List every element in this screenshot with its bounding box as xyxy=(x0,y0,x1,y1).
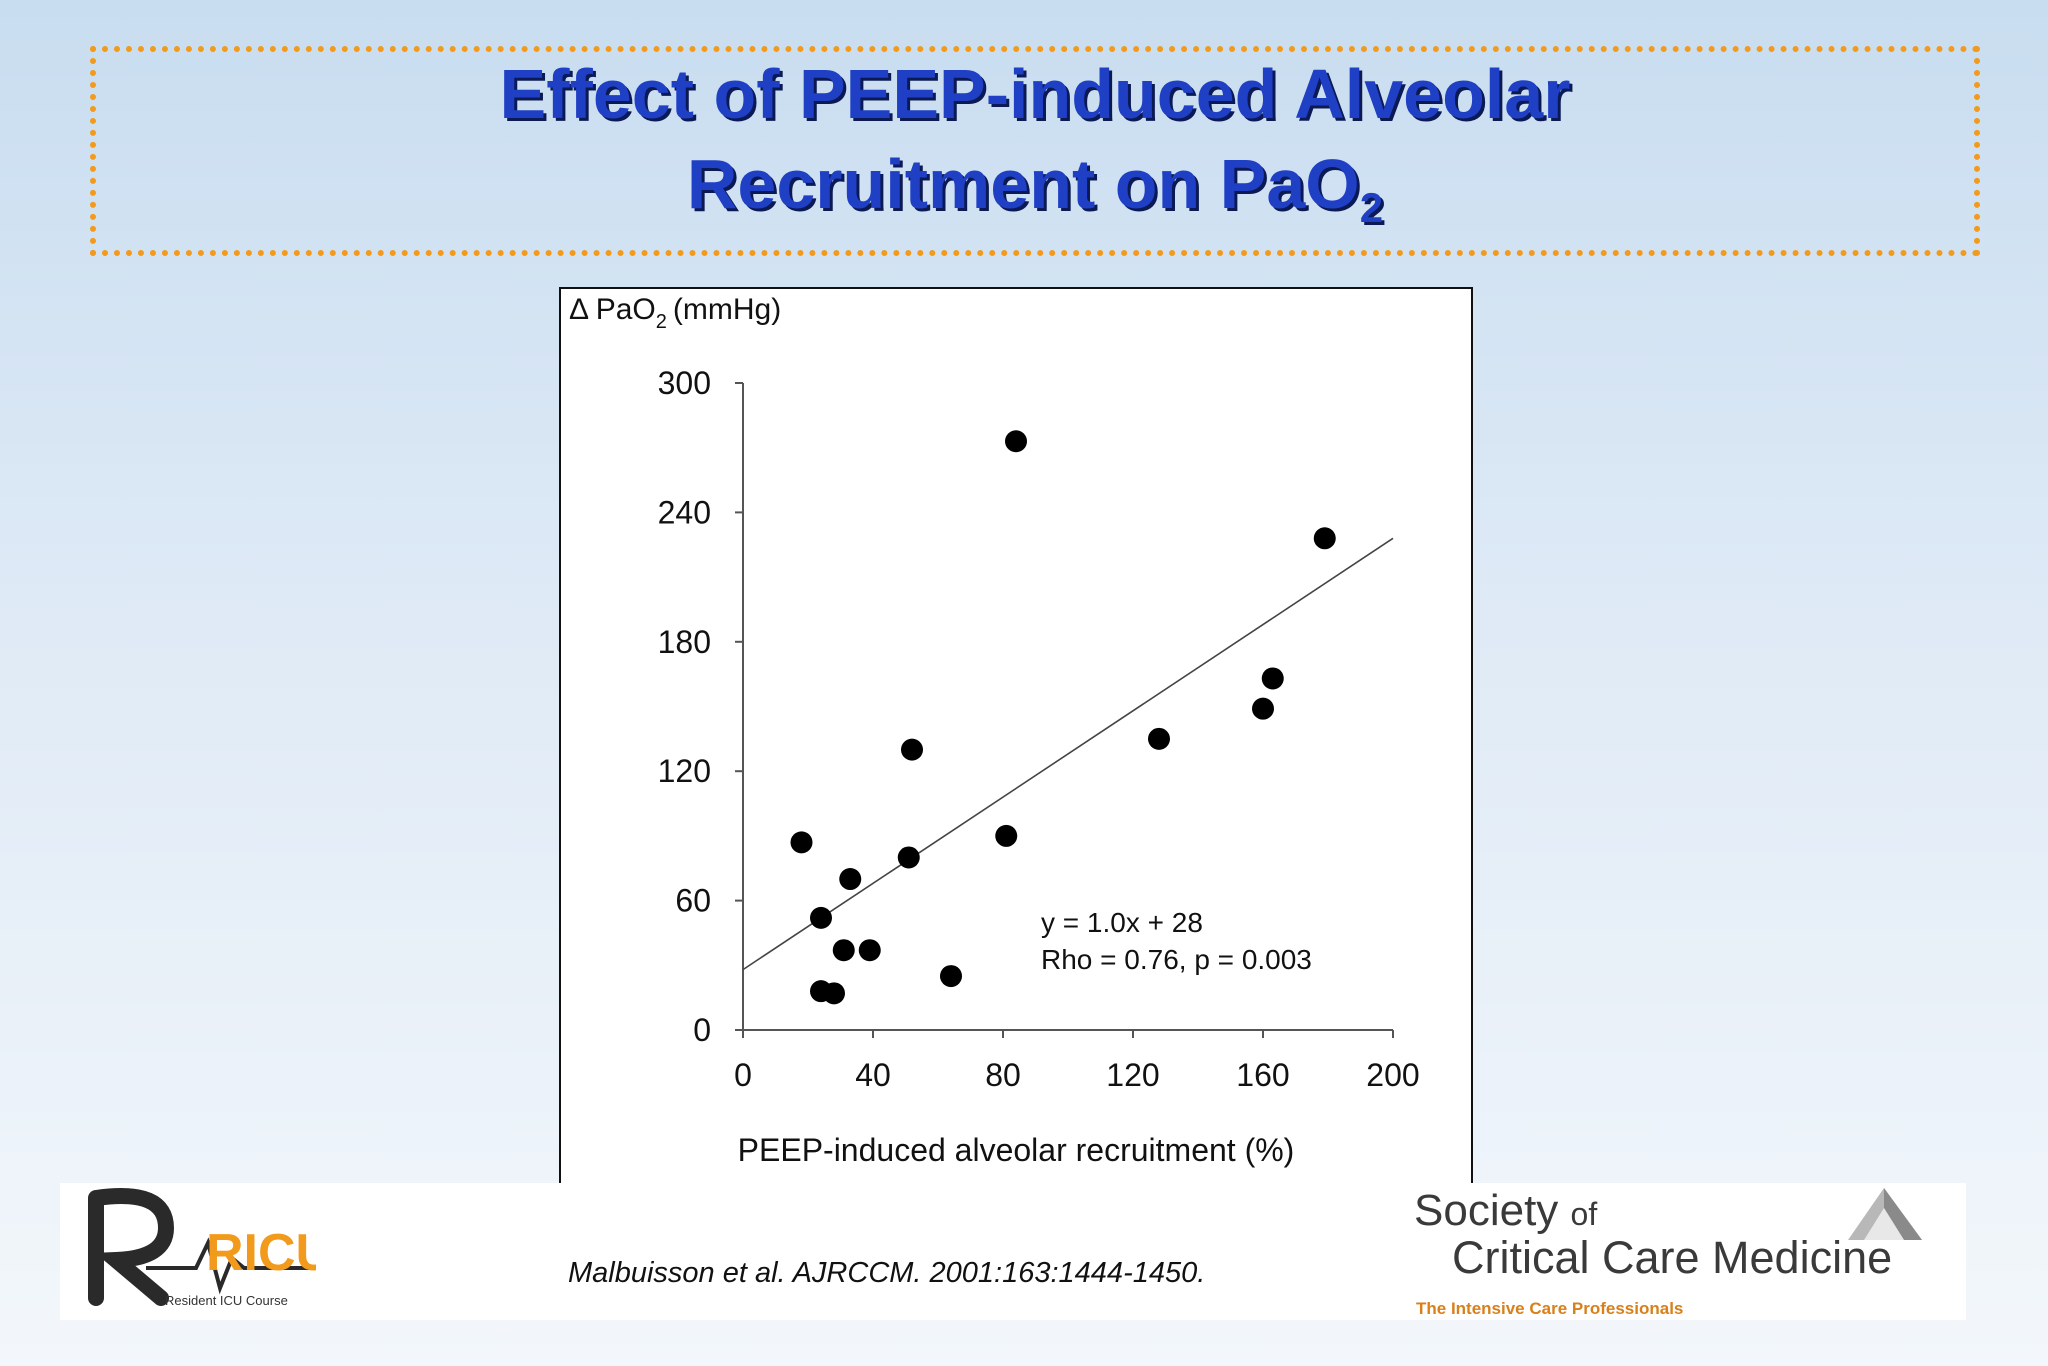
y-axis-label: Δ PaO2 (mmHg) xyxy=(569,293,781,333)
title-line-1: Effect of PEEP-induced Alveolar xyxy=(499,55,1571,133)
y-tick-label: 240 xyxy=(658,494,711,530)
data-point xyxy=(832,939,855,962)
x-tick-label: 40 xyxy=(855,1057,891,1093)
title-box: Effect of PEEP-induced Alveolar Recruitm… xyxy=(90,46,1980,256)
y-tick-label: 180 xyxy=(658,624,711,660)
x-ticks: 0 40 80 120 160 200 xyxy=(734,1030,1420,1093)
ricu-logo: RICU xyxy=(88,1188,316,1306)
data-point xyxy=(940,965,962,988)
regression-line xyxy=(742,537,1394,971)
ricu-logo-text: RICU xyxy=(206,1224,316,1282)
y-tick-label: 300 xyxy=(658,365,711,401)
data-point xyxy=(1005,430,1027,453)
scatter-chart: Δ PaO2 (mmHg) 0 60 120 180 240 300 0 40 80 120 160… xyxy=(559,287,1473,1185)
data-point xyxy=(1252,697,1274,720)
y-ticks: 0 60 120 180 240 300 xyxy=(658,365,743,1048)
data-point xyxy=(995,824,1018,847)
y-axis-label-text: Δ PaO xyxy=(569,293,656,326)
x-tick-label: 200 xyxy=(1366,1057,1419,1093)
data-points xyxy=(790,430,1336,1005)
data-point xyxy=(810,906,832,929)
sccm-society-line: Society of xyxy=(1414,1186,1597,1236)
axes xyxy=(742,383,1393,1031)
x-tick-label: 0 xyxy=(734,1057,752,1093)
y-tick-label: 0 xyxy=(693,1012,711,1048)
sccm-society: Society xyxy=(1414,1186,1559,1235)
title-line-2: Recruitment on PaO2 xyxy=(687,139,1383,253)
data-point xyxy=(897,846,920,869)
data-point xyxy=(858,939,881,962)
citation: Malbuisson et al. AJRCCM. 2001:163:1444-… xyxy=(568,1257,1206,1289)
data-point xyxy=(823,982,845,1005)
chart-svg: Δ PaO2 (mmHg) 0 60 120 180 240 300 0 40 80 120 160… xyxy=(569,293,1420,1168)
x-tick-label: 80 xyxy=(985,1057,1021,1093)
sccm-of: of xyxy=(1570,1196,1598,1232)
data-point xyxy=(790,831,813,854)
regression-stats: Rho = 0.76, p = 0.003 xyxy=(1041,944,1312,975)
x-tick-label: 120 xyxy=(1106,1057,1159,1093)
title-subscript: 2 xyxy=(1359,184,1384,231)
y-axis-label-unit: (mmHg) xyxy=(673,293,781,326)
title-line-2-text: Recruitment on PaO xyxy=(686,145,1360,223)
x-axis-label: PEEP-induced alveolar recruitment (%) xyxy=(738,1132,1295,1168)
data-point xyxy=(1148,727,1170,750)
ricu-subtitle: Resident ICU Course xyxy=(165,1293,288,1308)
sccm-name: Critical Care Medicine xyxy=(1452,1232,1893,1283)
sccm-tagline: The Intensive Care Professionals xyxy=(1416,1299,1684,1318)
data-point xyxy=(839,868,862,891)
y-tick-label: 60 xyxy=(675,883,711,919)
y-axis-label-sub: 2 xyxy=(656,311,667,333)
regression-equation: y = 1.0x + 28 xyxy=(1041,907,1203,938)
sccm-pyramid-icon xyxy=(1848,1188,1922,1240)
data-point xyxy=(1261,667,1284,690)
x-tick-label: 160 xyxy=(1236,1057,1289,1093)
footer-bar xyxy=(60,1183,1966,1320)
data-point xyxy=(901,738,923,761)
y-tick-label: 120 xyxy=(658,753,711,789)
sccm-logo: Society of Critical Care Medicine The In… xyxy=(1414,1186,1954,1321)
data-point xyxy=(1313,527,1336,550)
